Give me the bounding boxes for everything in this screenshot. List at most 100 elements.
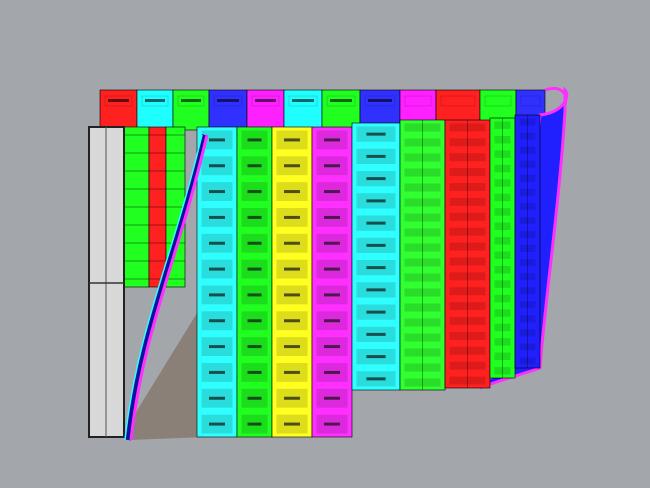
panel-label [284,345,300,349]
panel-label [247,345,262,349]
panel-cell [448,152,487,163]
panel-cell [448,316,487,326]
panel-label [366,199,386,203]
panel-cell [448,360,487,371]
panel-label [247,241,262,245]
panel-cell [518,286,537,296]
panel-cell [403,167,442,178]
panel-label [324,319,340,323]
panel-label [209,267,225,271]
panel-label [324,396,340,400]
panel-column [444,119,491,389]
panel-cell [448,137,487,148]
panel-label [284,138,300,142]
panel-cell [493,207,512,217]
panel-label [284,396,300,400]
panel-label [284,164,300,168]
panel-cell [518,145,537,155]
panel-cell [518,328,537,338]
panel-label [217,99,239,102]
panel-label [324,293,340,297]
panel-cell [493,308,512,318]
panel-cell [448,256,487,267]
back-panel-cell [404,95,432,107]
panel-label [209,422,225,426]
panel-cell [518,187,537,197]
panel-cell [448,182,487,192]
panel-label [284,190,300,194]
panel-label [247,370,262,374]
panel-cell [493,366,512,376]
panel-column [399,119,446,391]
panel-label [366,355,386,359]
panel-cell [518,215,537,225]
front-panel-columns [196,114,541,438]
panel-cell [518,300,537,310]
panel-label [324,422,340,426]
panel-label [324,345,340,349]
panel-label [284,370,300,374]
panel-cell [493,134,512,145]
panel-label [366,154,386,158]
panel-cell [493,264,512,275]
panel-cell [518,229,537,239]
panel-label [209,345,225,349]
panel-label [324,138,340,142]
panel-label [324,370,340,374]
panel-cell [518,173,537,183]
panel-cell [493,322,512,333]
panel-column-bg [271,126,313,438]
panel-label [247,190,262,194]
panel-column-bg [399,119,446,391]
panel-cell [493,351,512,362]
panel-cell [403,332,442,343]
panel-cell [518,201,537,211]
panel-column [196,126,238,438]
curved-edge-magenta [129,134,209,441]
panel-cell [403,182,442,193]
panel-cell [403,257,442,268]
panel-cell [518,314,537,324]
panel-cell [448,271,487,282]
panel-label [209,241,225,245]
panel-column [236,126,273,438]
panel-label [209,319,225,323]
frame-box [88,126,125,438]
panel-label [366,221,386,225]
panel-cell [403,362,442,373]
panel-cell [518,159,537,169]
panel-cell [403,272,442,283]
back-panel-cell [520,95,541,107]
panel-label [324,241,340,245]
panel-cell [448,330,487,341]
panel-label [181,99,201,102]
panel-label [284,215,300,219]
panel-cell [403,287,442,298]
panel-cell [493,149,512,159]
panel-label [247,215,262,219]
panel-cell [493,120,512,130]
panel-cell [518,117,537,127]
panel-label [284,293,300,297]
panel-cell [493,178,512,188]
panel-label [324,190,340,194]
panel-label [247,293,262,297]
panel-label [209,215,225,219]
panel-cell [493,192,512,203]
panel-cell [448,122,487,133]
panel-cell [403,242,442,253]
panel-label [330,99,352,102]
panel-label [247,164,262,168]
panel-label [366,243,386,247]
panel-cell [493,337,512,347]
panel-cell [403,227,442,238]
panel-label [247,138,262,142]
panel-cell [448,211,487,222]
panel-cell [448,196,487,207]
top-curve-edge [544,86,568,106]
panel-cell [518,272,537,282]
panel-label [284,319,300,323]
panel-label [368,99,392,102]
panel-column-bg [514,114,541,369]
